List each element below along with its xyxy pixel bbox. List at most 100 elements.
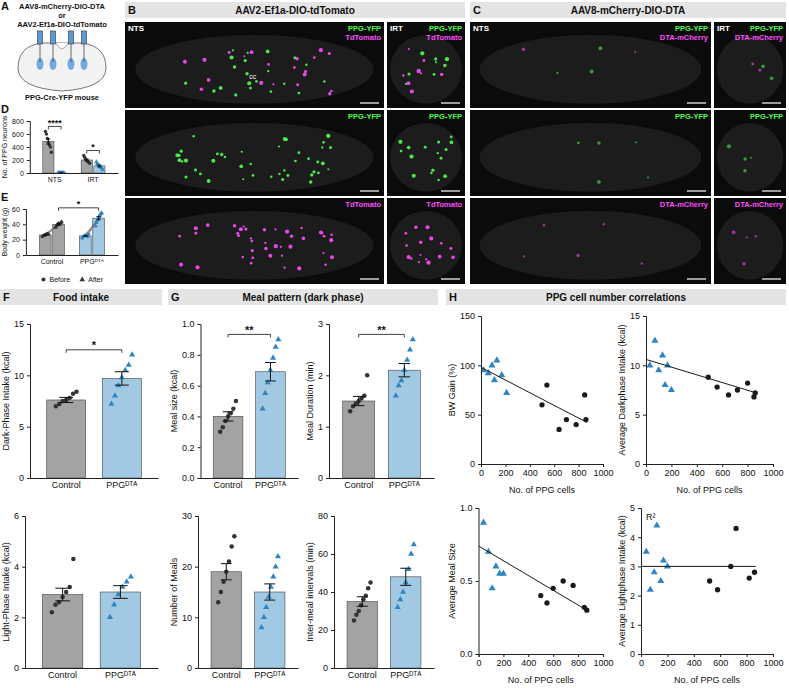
axis-line [478,317,482,465]
cell-signal [228,51,231,54]
cell-signal [402,74,404,76]
cell-signal [297,266,301,270]
data-point [352,618,357,623]
tick-label: 40 [12,221,20,228]
data-point [664,562,671,568]
tick: 20 [12,236,26,243]
tick-label: 1 [630,620,635,630]
cell-signal [184,159,188,163]
data-point [544,382,549,387]
tick: 0 [187,663,198,673]
error-bar [265,363,276,381]
data-point [270,354,276,359]
data-point [538,593,543,598]
cell-signal [434,57,437,60]
data-point [261,614,267,619]
data-point [411,541,417,546]
tick: 50 [465,410,481,420]
y-axis: 012345 [630,503,642,659]
tick: 0 [639,654,644,668]
plot: 0204060ControlPPGᴰᵀᴬ* [12,199,118,265]
header-box [446,289,786,305]
panel-letter: F [3,291,10,303]
tick-label: 6 [14,511,19,521]
cell-signal [419,254,421,256]
tick-label: 0 [644,468,649,478]
cell-signal [202,58,206,62]
channel-label: TdTomato [426,33,462,42]
tick-label: 15 [14,319,24,329]
tick: 0.4 [182,412,201,422]
chart: 0123ControlPPGᴰᵀᴬ**Meal Duration (min) [305,319,435,490]
error-bar [97,165,101,167]
data-point [45,132,48,135]
tick: Control [212,668,241,680]
tick: Control [344,478,373,490]
cell-signal [408,48,410,50]
data-point [71,557,76,562]
data-point [266,594,272,599]
tick-label: 800 [571,658,586,668]
tick-mark [326,478,329,479]
cell-signal [641,262,643,264]
marks [347,541,421,668]
data-point [231,406,236,411]
image-background [470,198,711,284]
tick-label: 0 [20,170,24,177]
data-point [398,377,404,382]
bar [42,595,82,668]
cell-signal [321,232,323,234]
micrograph: TdTomato [125,198,384,284]
data-point [410,336,416,341]
cell-signal [267,63,270,66]
y-axis: 051015 [630,311,647,469]
tick-label: 1000 [763,658,783,668]
y-axis: 0204060 [12,206,26,259]
cell-signal [603,223,605,225]
needle [84,44,85,62]
tick: Control [41,255,64,265]
y-axis: 0102030 [182,511,199,673]
cell-signal [426,260,430,264]
cell-signal [732,230,736,234]
cell-signal [278,173,280,175]
tissue [135,211,373,280]
header-box [168,289,438,305]
tick-mark [326,375,329,376]
data-point [64,590,69,595]
y-axis: 0123 [318,319,330,483]
tick-label: 30 [182,511,192,521]
tick-mark [694,654,695,657]
tick-label: 200 [660,658,675,668]
tick-mark [667,654,668,657]
cell-signal [288,245,292,249]
axis-title: BW Gain (%) [447,364,457,417]
cell-signal [199,172,202,175]
cell-signal [264,242,266,244]
tissue [717,35,783,104]
data-point [707,578,712,583]
image-background [125,22,384,108]
y-axis: 0.00.51.0 [460,503,479,659]
x-axis: ControlPPGᴰᵀᴬ [31,478,159,490]
tick: 200 [664,464,679,478]
legend-label: Before [49,276,70,283]
pair-line [89,213,102,234]
cell-signal [443,174,447,178]
panel-letter: C [473,4,481,16]
bar [43,142,54,173]
bar [93,218,105,255]
plot: 0200400600800NTSIRT***** [12,118,118,183]
tick-label: Control [214,480,243,490]
tick-label: 2 [630,591,635,601]
tick-label: 20 [318,625,328,635]
tick-mark [646,464,647,467]
cell-signal [224,156,227,159]
data-point [492,562,499,568]
data-point [218,430,223,435]
cell-signal [590,70,594,74]
cell-signal [270,176,272,178]
legend: BeforeAfter [41,276,103,283]
tick-mark [326,324,329,325]
axis-title: No. of PPG cells [676,485,743,495]
